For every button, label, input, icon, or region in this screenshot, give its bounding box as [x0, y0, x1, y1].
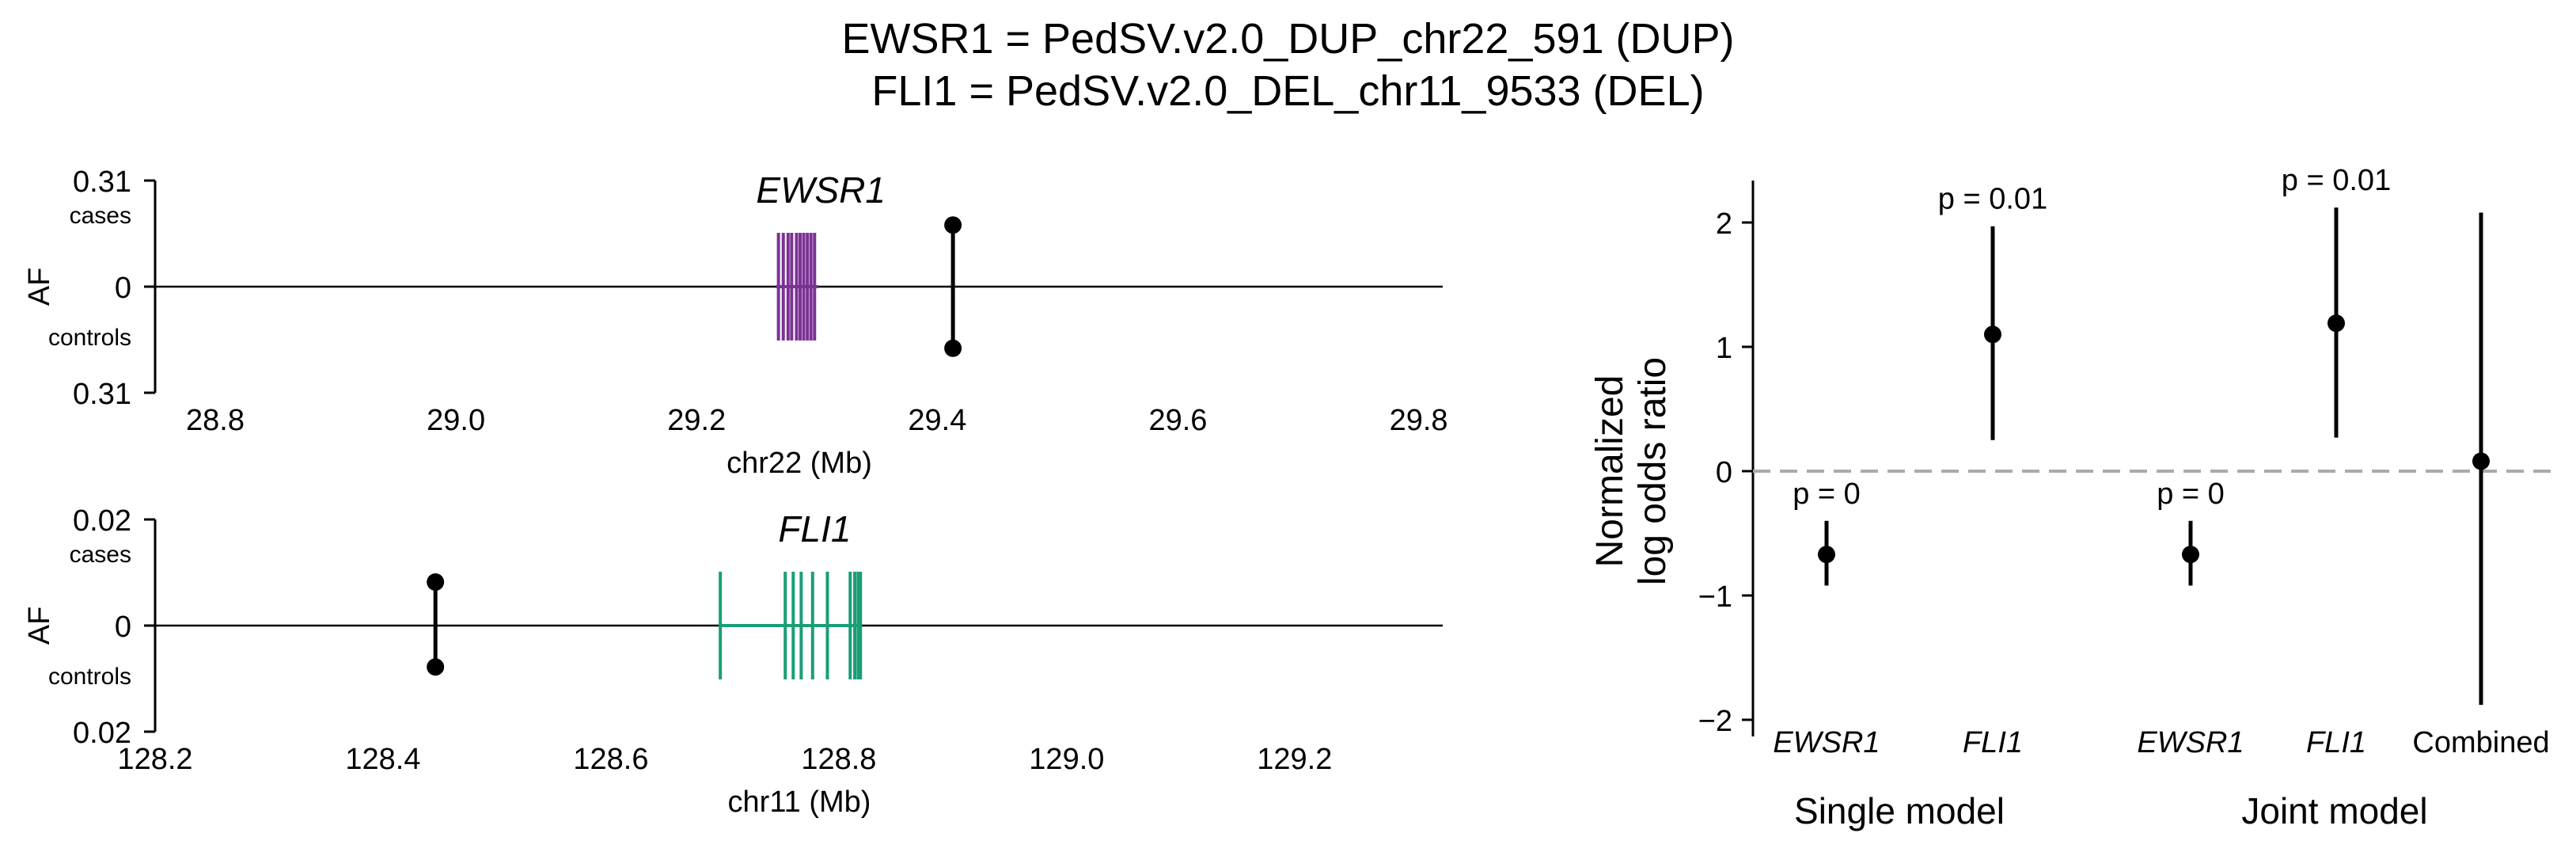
ewsr1-y-tick-label-bottom: 0.31: [73, 378, 131, 411]
forest-estimate-point-3: [2328, 314, 2345, 333]
forest-estimate-point-0: [1818, 546, 1835, 564]
forest-y-tick-label-4: −2: [1698, 705, 1732, 738]
ewsr1-x-tick-label-3: 29.4: [908, 404, 966, 437]
fli1-x-tick-label-0: 128.2: [117, 743, 192, 776]
fli1-af-controls-point: [427, 658, 445, 676]
ewsr1-x-tick-label-0: 28.8: [186, 404, 245, 437]
ewsr1-y-axis-label: AF: [23, 268, 56, 306]
forest-group-label-joint: Joint model: [2241, 790, 2427, 831]
ewsr1-x-axis-label: chr22 (Mb): [727, 447, 872, 480]
ewsr1-af-controls-point: [944, 339, 962, 357]
fli1-x-tick-label-3: 128.8: [801, 743, 876, 776]
ewsr1-x-tick-label-5: 29.8: [1390, 404, 1448, 437]
ewsr1-x-tick-label-4: 29.6: [1148, 404, 1207, 437]
forest-estimate-point-1: [1984, 325, 2001, 344]
forest-pvalue-label-0: p = 0: [1793, 477, 1861, 511]
chart-title-line-2: FLI1 = PedSV.v2.0_DEL_chr11_9533 (DEL): [871, 67, 1705, 115]
forest-pvalue-label-1: p = 0.01: [1938, 183, 2047, 216]
fli1-gene-title: FLI1: [778, 508, 851, 550]
forest-estimate-point-2: [2182, 546, 2199, 564]
forest-y-axis-label-line-2: log odds ratio: [1632, 357, 1674, 585]
ewsr1-x-tick-label-1: 29.0: [427, 404, 485, 437]
forest-category-label-2: EWSR1: [2137, 726, 2244, 759]
fli1-y-axis-label: AF: [23, 607, 56, 645]
fli1-x-axis-label: chr11 (Mb): [728, 786, 871, 819]
ewsr1-y-tick-label-top: 0.31: [73, 165, 131, 199]
ewsr1-y-sublabel-controls: controls: [48, 325, 131, 351]
fli1-x-tick-label-1: 128.4: [345, 743, 420, 776]
ewsr1-af-cases-point: [944, 216, 962, 234]
ewsr1-y-tick-label-zero: 0: [115, 272, 131, 305]
forest-group-label-single: Single model: [1794, 790, 2005, 831]
forest-estimate-point-4: [2472, 452, 2490, 470]
fli1-x-tick-label-2: 128.6: [573, 743, 648, 776]
forest-pvalue-label-3: p = 0.01: [2282, 164, 2391, 197]
forest-y-tick-label-0: 2: [1716, 207, 1732, 241]
fli1-y-tick-label-bottom: 0.02: [73, 717, 131, 750]
ewsr1-gene-title: EWSR1: [756, 169, 886, 211]
forest-y-tick-label-1: 1: [1716, 332, 1732, 365]
chart-title-line-1: EWSR1 = PedSV.v2.0_DUP_chr22_591 (DUP): [841, 15, 1735, 63]
fli1-y-tick-label-top: 0.02: [73, 504, 131, 538]
forest-y-axis-label-line-1: Normalized: [1589, 375, 1631, 568]
forest-y-tick-label-2: 0: [1716, 456, 1732, 489]
fli1-x-tick-label-5: 129.2: [1257, 743, 1332, 776]
forest-pvalue-label-2: p = 0: [2157, 477, 2225, 511]
forest-y-tick-label-3: −1: [1698, 580, 1732, 614]
forest-category-label-4: Combined: [2412, 726, 2549, 759]
forest-category-label-3: FLI1: [2306, 726, 2366, 759]
fli1-af-cases-point: [427, 573, 445, 592]
fli1-x-tick-label-4: 129.0: [1029, 743, 1104, 776]
forest-category-label-1: FLI1: [1963, 726, 2023, 759]
ewsr1-y-sublabel-cases: cases: [70, 203, 131, 229]
ewsr1-x-tick-label-2: 29.2: [667, 404, 726, 437]
fli1-y-sublabel-cases: cases: [70, 542, 131, 568]
fli1-y-tick-label-zero: 0: [115, 611, 131, 644]
fli1-y-sublabel-controls: controls: [48, 664, 131, 690]
forest-category-label-0: EWSR1: [1773, 726, 1880, 759]
